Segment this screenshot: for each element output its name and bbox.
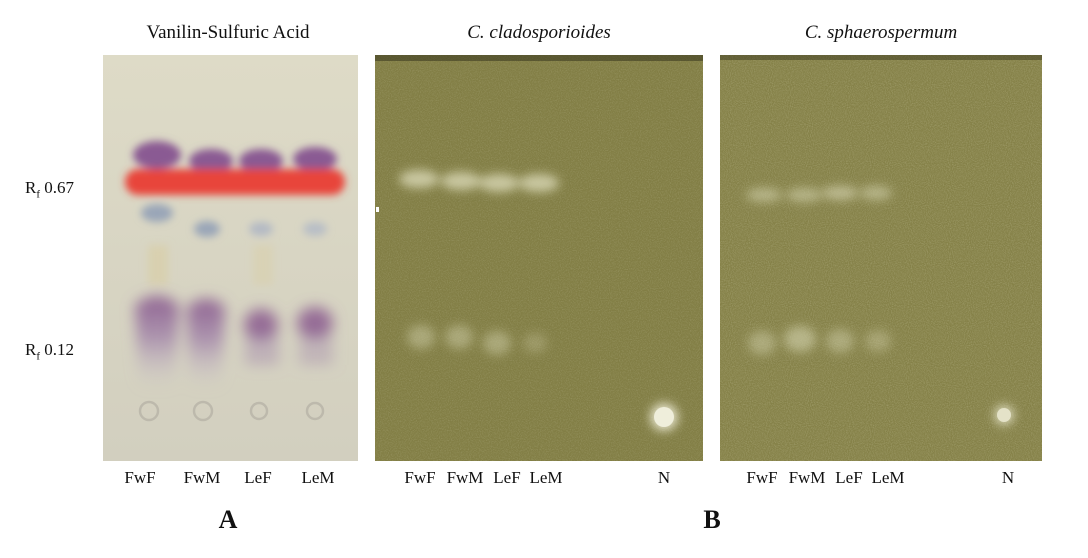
rf-upper-label: Rf 0.67 — [25, 178, 75, 201]
panel-letter-a: A — [218, 505, 238, 534]
lane-label: FwF — [404, 468, 436, 487]
panel-b1-title: C. cladosporioides — [467, 22, 611, 43]
lane-label: FwF — [746, 468, 778, 487]
bioautography-plate-cladosporioides — [375, 55, 703, 461]
panel-letter-b: B — [703, 505, 721, 534]
rf-lower-label: Rf 0.12 — [25, 340, 75, 363]
lane-label: FwF — [124, 468, 156, 487]
tlc-plate-vanillin — [103, 55, 358, 461]
lane-label: LeF — [493, 468, 521, 487]
lane-label: LeM — [871, 468, 905, 487]
lane-label: LeM — [529, 468, 563, 487]
lane-label: N — [1001, 468, 1015, 487]
lane-label: FwM — [446, 468, 484, 487]
lane-label: FwM — [183, 468, 221, 487]
panel-a-title: Vanilin-Sulfuric Acid — [146, 22, 310, 43]
lane-label: LeF — [244, 468, 272, 487]
lane-label: FwM — [788, 468, 826, 487]
lane-label: LeM — [301, 468, 335, 487]
lane-label: N — [657, 468, 671, 487]
bioautography-plate-sphaerospermum — [720, 55, 1042, 461]
lane-label: LeF — [835, 468, 863, 487]
panel-b2-title: C. sphaerospermum — [804, 22, 958, 43]
